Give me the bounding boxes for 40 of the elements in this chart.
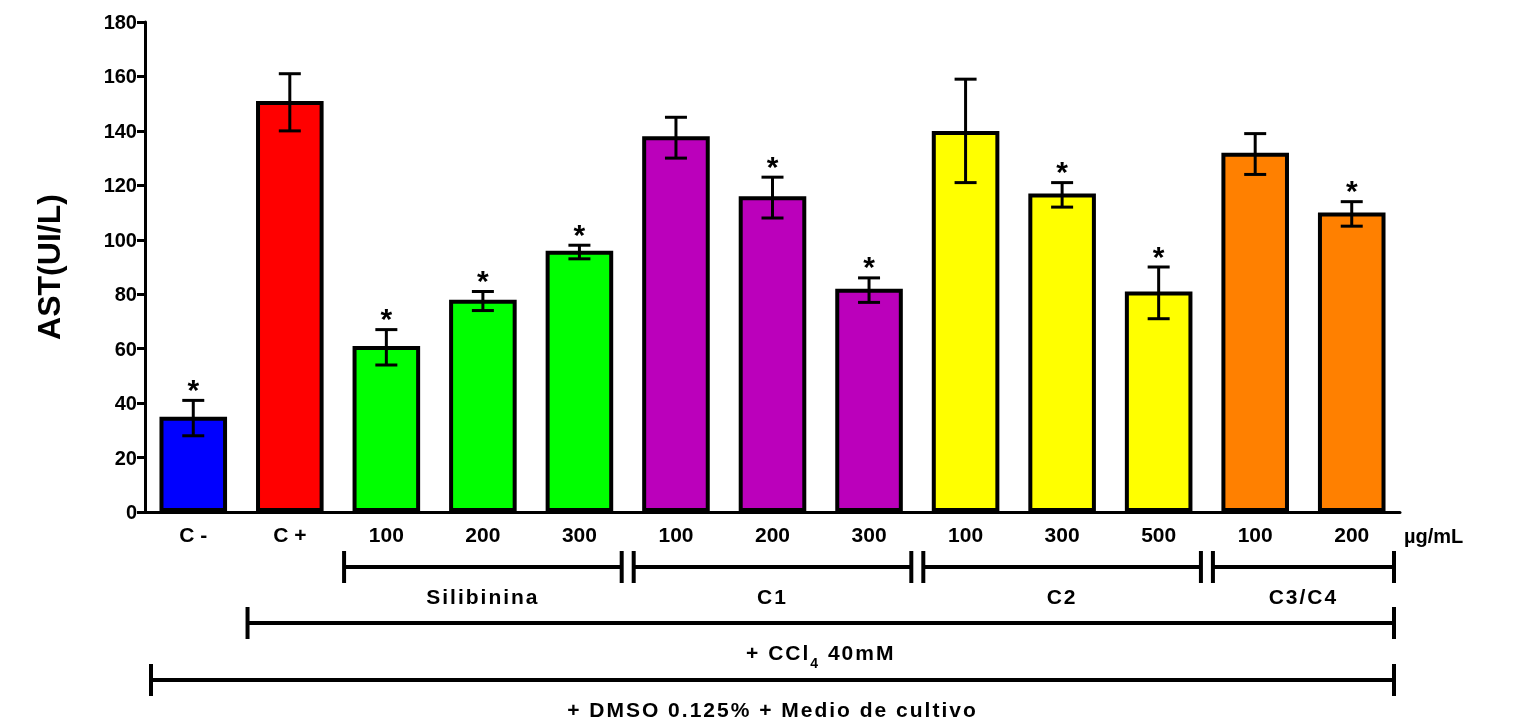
x-tick-label: 500 [1141, 523, 1177, 546]
text: C3/C4 [1268, 585, 1339, 608]
y-tick-label: 60 [114, 337, 137, 360]
y-tick-label: 40 [114, 392, 137, 415]
y-tick-label: 0 [125, 501, 137, 523]
x-axis-title: µg/mL [1404, 525, 1464, 547]
y-tick-label: 140 [103, 119, 137, 142]
y-tick-label: 80 [114, 283, 137, 306]
text: Silibinina [426, 585, 540, 608]
data-label: * [863, 250, 876, 284]
y-tick-label: 180 [103, 11, 137, 33]
data-label: * [1056, 155, 1069, 189]
text: + DMSO 0.125% + Medio de cultivo [567, 698, 978, 721]
x-tick-label: C + [273, 523, 307, 546]
y-axis-title: AST(UI/L) [31, 194, 67, 340]
data-label: * [573, 217, 586, 251]
x-tick-label: 100 [1237, 523, 1273, 546]
data-label: * [187, 372, 200, 406]
x-tick-label: 200 [754, 523, 791, 546]
y-tick-label: 100 [103, 228, 137, 251]
x-tick-label: 300 [1044, 523, 1080, 546]
text: C1 [757, 585, 788, 608]
x-tick-label: 100 [368, 523, 404, 546]
x-tick-label: 200 [1334, 523, 1370, 546]
data-label: * [477, 264, 490, 297]
data-label: * [766, 149, 779, 183]
text: C2 [1046, 585, 1078, 608]
data-label: * [1152, 239, 1165, 273]
x-tick-label: 100 [658, 523, 694, 546]
text: + CCl$_{4}$ 40mM [746, 641, 896, 671]
x-tick-label: C - [179, 523, 208, 546]
x-tick-label: 300 [851, 523, 887, 546]
data-label: * [1345, 174, 1358, 208]
data-label: * [380, 302, 393, 336]
x-tick-label: 300 [561, 523, 597, 546]
y-tick-label: 20 [114, 446, 137, 469]
x-tick-label: 200 [465, 523, 501, 546]
y-tick-label: 160 [103, 65, 137, 88]
x-tick-label: 100 [948, 523, 984, 546]
y-tick-label: 120 [103, 174, 137, 197]
